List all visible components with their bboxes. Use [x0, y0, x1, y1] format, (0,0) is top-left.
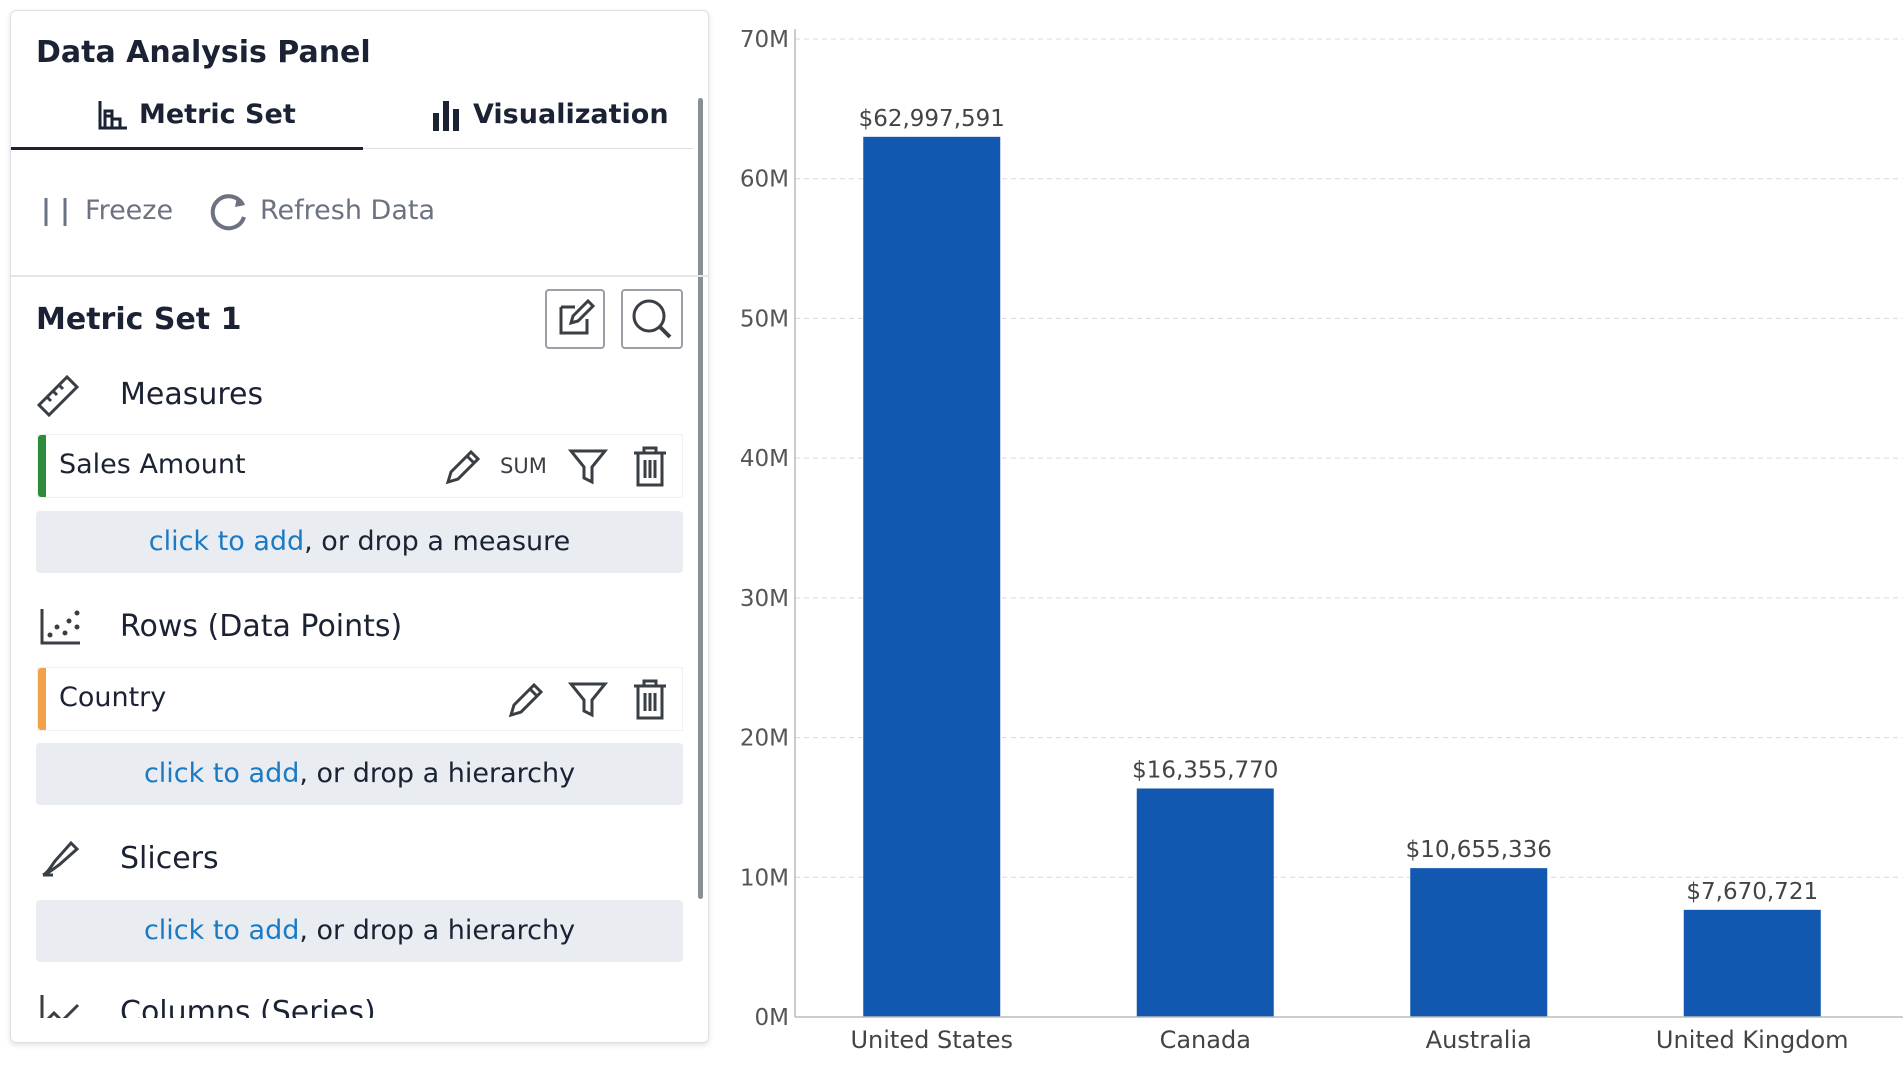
delete-icon[interactable]	[630, 445, 670, 489]
section-heading: Columns (Series)	[120, 995, 376, 1018]
measure-item[interactable]: Sales Amount SUM	[37, 434, 683, 498]
hierarchy-label: Country	[59, 682, 167, 713]
measure-label: Sales Amount	[59, 449, 246, 480]
value-label: $62,997,591	[859, 106, 1005, 132]
active-tab-underline	[11, 147, 363, 150]
search-button[interactable]	[621, 289, 683, 349]
value-label: $7,670,721	[1686, 879, 1818, 905]
section-heading: Rows (Data Points)	[120, 609, 403, 644]
slicers-icon	[42, 840, 80, 877]
freeze-icon	[44, 198, 67, 226]
bar	[1410, 868, 1548, 1017]
bar	[1136, 788, 1274, 1017]
add-link[interactable]: click to add	[148, 526, 305, 557]
metric-set-name: Metric Set 1	[36, 302, 242, 337]
x-tick-label: United States	[850, 1026, 1013, 1054]
add-hint: , or drop a hierarchy	[299, 758, 576, 789]
y-tick-label: 10M	[740, 865, 789, 891]
edit-icon[interactable]	[443, 447, 483, 487]
add-link[interactable]: click to add	[143, 758, 300, 789]
add-slicer[interactable]: click to add, or drop a hierarchy	[36, 900, 683, 962]
x-tick-label: Australia	[1426, 1026, 1532, 1054]
aggregation[interactable]: SUM	[500, 454, 547, 478]
x-tick-label: Canada	[1160, 1026, 1251, 1054]
edit-icon[interactable]	[506, 680, 546, 720]
bar	[863, 136, 1001, 1017]
visualization-icon	[433, 101, 459, 131]
value-label: $16,355,770	[1132, 757, 1278, 783]
section-heading: Measures	[120, 377, 264, 412]
data-analysis-panel: Data Analysis Panel Metric Set Visualiza…	[10, 10, 709, 1043]
tab-divider	[363, 148, 693, 149]
add-hint: , or drop a measure	[304, 526, 571, 557]
columns-icon	[40, 995, 80, 1018]
measures-icon	[36, 374, 80, 418]
metric-set-icon	[98, 101, 127, 130]
edit-button[interactable]	[545, 289, 605, 349]
section-heading: Slicers	[120, 841, 219, 876]
add-measure[interactable]: click to add, or drop a measure	[36, 511, 683, 573]
add-link[interactable]: click to add	[143, 915, 300, 946]
refresh-icon	[210, 194, 246, 231]
filter-icon[interactable]	[568, 680, 608, 720]
refresh-data-button[interactable]: Refresh Data	[260, 195, 436, 226]
x-tick-label: United Kingdom	[1656, 1026, 1849, 1054]
y-tick-label: 70M	[740, 27, 789, 53]
hierarchy-item[interactable]: Country	[37, 667, 683, 731]
freeze-button[interactable]: Freeze	[85, 195, 174, 226]
bar-chart: 0M 10M 20M 30M 40M 50M 60M 70M $62,997,591 United…	[740, 27, 1903, 1054]
delete-icon[interactable]	[630, 678, 670, 722]
y-tick-label: 60M	[740, 167, 789, 193]
add-hint: , or drop a hierarchy	[299, 915, 576, 946]
y-tick-label: 30M	[740, 586, 789, 612]
rows-icon	[40, 609, 80, 645]
tab[interactable]: Visualization	[473, 99, 669, 130]
filter-icon[interactable]	[568, 447, 608, 487]
bar	[1683, 909, 1821, 1017]
y-tick-label: 40M	[740, 446, 789, 472]
y-tick-label: 50M	[740, 306, 789, 332]
y-tick-label: 0M	[755, 1005, 789, 1031]
clipped-area: Columns (Series)	[11, 991, 701, 1018]
tab[interactable]: Metric Set	[139, 99, 296, 130]
scrollbar[interactable]	[698, 98, 703, 899]
add-row[interactable]: click to add, or drop a hierarchy	[36, 743, 683, 805]
panel-title: Data Analysis Panel	[36, 35, 371, 70]
separator	[11, 275, 708, 277]
value-label: $10,655,336	[1406, 837, 1552, 863]
y-tick-label: 20M	[740, 726, 789, 752]
